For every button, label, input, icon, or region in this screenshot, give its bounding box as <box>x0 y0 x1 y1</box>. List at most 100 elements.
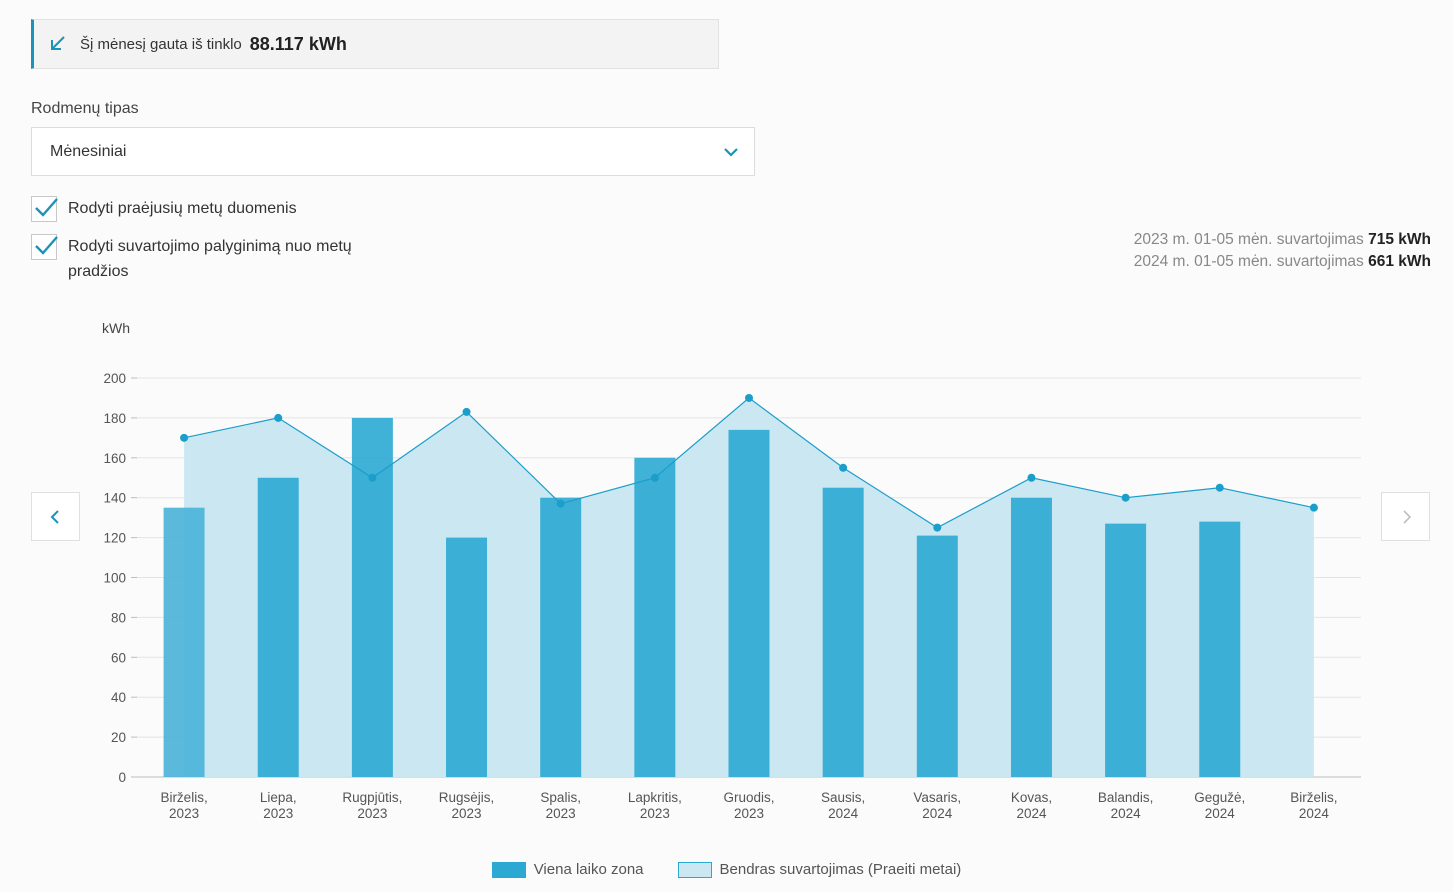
bar-6 <box>728 429 770 777</box>
monthly-grid-summary: Šį mėnesį gauta iš tinklo 88.117 kWh <box>31 19 719 69</box>
x-tick-label-year: 2024 <box>828 806 859 821</box>
point-0 <box>180 433 189 442</box>
point-3 <box>462 407 471 416</box>
x-tick-label-year: 2023 <box>263 806 293 821</box>
x-tick-label-year: 2023 <box>357 806 387 821</box>
x-tick-label: Lapkritis, 2023 <box>628 790 682 821</box>
y-tick-label: 100 <box>103 571 126 586</box>
bar-11 <box>1199 521 1241 777</box>
y-tick-label: 80 <box>111 610 126 625</box>
chevron-down-icon <box>722 143 740 161</box>
x-tick-label-month: Birželis, <box>1290 790 1337 805</box>
point-8 <box>933 523 942 532</box>
bar-2 <box>351 417 393 777</box>
x-tick-label-year: 2023 <box>640 806 670 821</box>
legend-label-bar: Viena laiko zona <box>533 861 644 878</box>
x-tick-label-month: Gegužė, <box>1194 790 1245 805</box>
x-tick-label-month: Liepa, <box>260 790 297 805</box>
reading-type-select[interactable]: Mėnesiniai <box>31 127 755 176</box>
x-tick-label-month: Birželis, <box>160 790 207 805</box>
previous-period-button[interactable] <box>31 492 80 541</box>
bar-5 <box>634 457 676 777</box>
y-tick-label: 140 <box>103 491 126 506</box>
legend-item-bar[interactable]: Viena laiko zona <box>491 861 644 878</box>
x-tick-label: Sausis, 2024 <box>821 790 865 821</box>
x-tick-label-year: 2024 <box>922 806 953 821</box>
bar-7 <box>822 487 864 777</box>
x-tick-label-year: 2024 <box>1111 806 1142 821</box>
point-12 <box>1309 503 1318 512</box>
x-tick-label-month: Vasaris, <box>913 790 961 805</box>
x-tick-label-month: Lapkritis, <box>628 790 682 805</box>
show-previous-year-option[interactable]: Rodyti praėjusių metų duomenis <box>31 196 368 222</box>
chart-legend: Viena laiko zona Bendras suvartojimas (P… <box>0 861 1453 878</box>
x-tick-label-month: Rugsėjis, <box>439 790 495 805</box>
legend-swatch-area <box>677 861 712 878</box>
point-10 <box>1121 493 1130 502</box>
legend-label-area: Bendras suvartojimas (Praeiti metai) <box>719 861 962 878</box>
y-tick-label: 20 <box>111 730 126 745</box>
x-tick-label-month: Rugpjūtis, <box>342 790 402 805</box>
bar-4 <box>540 497 582 777</box>
x-tick-label-year: 2023 <box>546 806 576 821</box>
show-previous-year-checkbox[interactable] <box>31 196 58 222</box>
x-tick-label: Spalis, 2023 <box>540 790 581 821</box>
reading-type-label: Rodmenų tipas <box>31 100 139 117</box>
bar-1 <box>257 477 299 777</box>
legend-swatch-bar <box>491 861 526 878</box>
x-tick-label: Balandis, 2024 <box>1098 790 1154 821</box>
y-axis-label: kWh <box>102 320 130 336</box>
x-tick-label: Liepa, 2023 <box>260 790 297 821</box>
point-7 <box>839 463 848 472</box>
consumption-stats: 2023 m. 01-05 mėn. suvartojimas 715 kWh … <box>1134 229 1431 273</box>
x-tick-label-year: 2023 <box>169 806 199 821</box>
stats-line-2024: 2024 m. 01-05 mėn. suvartojimas 661 kWh <box>1134 251 1431 273</box>
show-comparison-label: Rodyti suvartojimo palyginimą nuo metų p… <box>68 238 352 280</box>
y-tick-label: 40 <box>111 690 126 705</box>
stats-2024-value: 661 kWh <box>1368 253 1431 270</box>
bar-0 <box>163 507 205 777</box>
point-9 <box>1027 473 1036 482</box>
next-period-button[interactable] <box>1381 492 1430 541</box>
point-1 <box>274 413 283 422</box>
point-11 <box>1215 483 1224 492</box>
bar-8 <box>916 535 958 777</box>
show-previous-year-label: Rodyti praėjusių metų duomenis <box>68 200 297 217</box>
x-tick-label: Gruodis, 2023 <box>723 790 774 821</box>
x-tick-label-month: Sausis, <box>821 790 865 805</box>
y-tick-label: 200 <box>103 371 126 386</box>
y-tick-label: 160 <box>103 451 126 466</box>
summary-value: 88.117 kWh <box>249 33 347 54</box>
bar-3 <box>446 537 488 777</box>
x-tick-label: Birželis, 2023 <box>160 790 207 821</box>
x-tick-label-month: Gruodis, <box>723 790 774 805</box>
show-comparison-checkbox[interactable] <box>31 234 58 260</box>
x-tick-label-year: 2024 <box>1016 806 1047 821</box>
show-comparison-option[interactable]: Rodyti suvartojimo palyginimą nuo metų p… <box>31 234 368 284</box>
x-tick-label-month: Spalis, <box>540 790 581 805</box>
arrow-down-left-icon <box>48 34 68 54</box>
x-tick-label: Rugsėjis, 2023 <box>439 790 495 821</box>
stats-line-2023: 2023 m. 01-05 mėn. suvartojimas 715 kWh <box>1134 229 1431 251</box>
point-5 <box>650 473 659 482</box>
x-tick-label: Rugpjūtis, 2023 <box>342 790 402 821</box>
x-tick-label-month: Balandis, <box>1098 790 1154 805</box>
bar-9 <box>1010 497 1052 777</box>
x-tick-label-year: 2024 <box>1299 806 1330 821</box>
y-tick-label: 180 <box>103 411 126 426</box>
x-tick-label-year: 2023 <box>452 806 482 821</box>
point-6 <box>745 393 753 402</box>
point-2 <box>368 473 377 482</box>
check-icon <box>35 236 58 255</box>
x-tick-label-year: 2023 <box>734 806 764 821</box>
x-tick-label-year: 2024 <box>1205 806 1236 821</box>
x-tick-label: Birželis, 2024 <box>1290 790 1337 821</box>
stats-2023-value: 715 kWh <box>1368 231 1431 248</box>
x-tick-label: Vasaris, 2024 <box>913 790 961 821</box>
legend-item-area[interactable]: Bendras suvartojimas (Praeiti metai) <box>677 861 962 878</box>
chevron-left-icon <box>50 509 59 524</box>
x-tick-label: Kovas, 2024 <box>1011 790 1052 821</box>
point-4 <box>556 499 565 508</box>
chevron-right-icon <box>1402 509 1411 524</box>
